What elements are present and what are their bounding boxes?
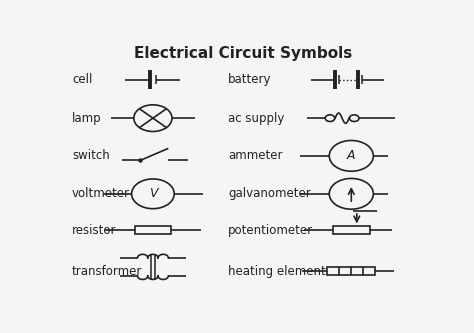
Text: lamp: lamp	[72, 112, 102, 125]
Text: potentiometer: potentiometer	[228, 224, 313, 237]
Bar	[333, 226, 370, 234]
Text: transformer: transformer	[72, 265, 143, 278]
Text: cell: cell	[72, 73, 92, 86]
Text: A: A	[347, 150, 356, 163]
Text: ac supply: ac supply	[228, 112, 284, 125]
Text: V: V	[149, 187, 157, 200]
Text: switch: switch	[72, 150, 110, 163]
Bar	[135, 226, 171, 234]
Text: battery: battery	[228, 73, 272, 86]
Text: Electrical Circuit Symbols: Electrical Circuit Symbols	[134, 46, 352, 61]
Text: resistor: resistor	[72, 224, 117, 237]
Text: voltmeter: voltmeter	[72, 187, 130, 200]
Text: galvanometer: galvanometer	[228, 187, 311, 200]
Text: ammeter: ammeter	[228, 150, 283, 163]
Bar	[328, 267, 375, 275]
Text: heating element: heating element	[228, 265, 326, 278]
